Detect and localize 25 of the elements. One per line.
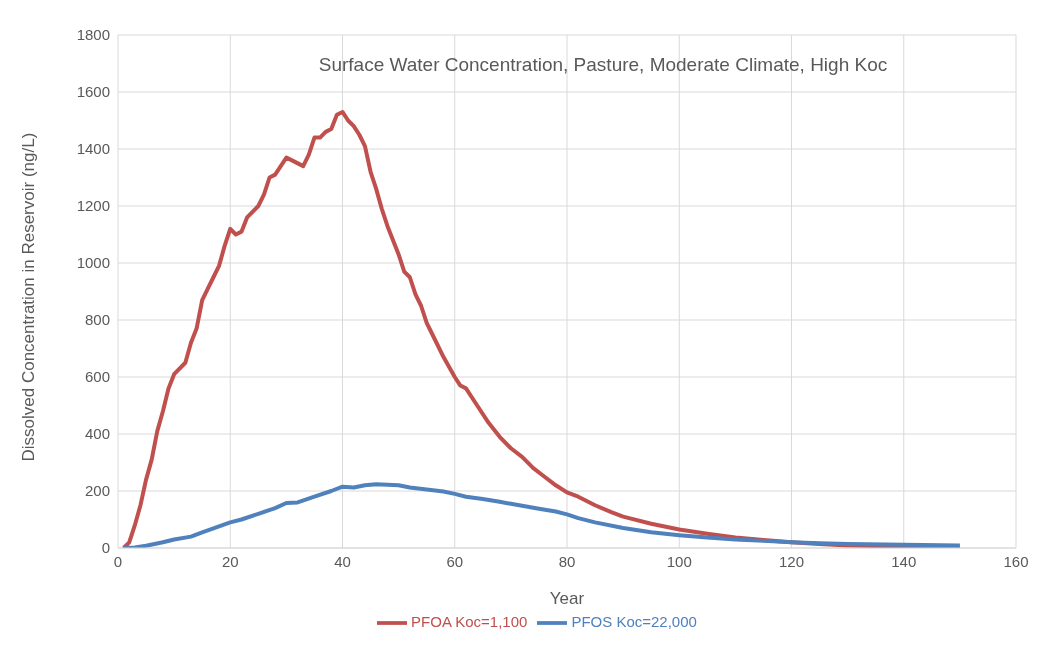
y-tick-label: 1600: [76, 83, 110, 101]
y-tick-label: 0: [101, 539, 110, 557]
x-tick-label: 100: [666, 552, 692, 570]
x-axis-title: Year: [549, 589, 585, 608]
y-tick-label: 600: [84, 368, 110, 386]
y-axis-title: Dissolved Concentration in Reservoir (ng/L): [19, 132, 39, 462]
y-tick-label: 1000: [76, 254, 110, 272]
y-tick-label: 800: [84, 311, 110, 329]
y-tick-label: 200: [84, 482, 110, 500]
x-tick-label: 120: [778, 552, 805, 570]
y-tick-label: 1400: [76, 140, 110, 158]
y-tick-label: 1200: [76, 197, 110, 215]
line-series: [121, 482, 962, 548]
x-tick-label: 140: [891, 552, 917, 570]
x-tick-label: 160: [1003, 552, 1029, 570]
x-tick-label: 60: [446, 552, 464, 570]
legend-label: PFOA Koc=1,100: [411, 612, 528, 630]
x-tick-label: 40: [334, 552, 351, 570]
x-tick-label: 20: [221, 552, 239, 570]
y-tick-label: 400: [84, 425, 110, 443]
x-tick-label: 80: [558, 552, 576, 570]
legend-label: PFOS Koc=22,000: [571, 612, 697, 630]
x-tick-label: 0: [113, 552, 123, 570]
y-tick-label: 1800: [76, 26, 110, 44]
text: Surface Water Concentration, Pasture, Moderate Climate, High Koc: [317, 54, 889, 76]
